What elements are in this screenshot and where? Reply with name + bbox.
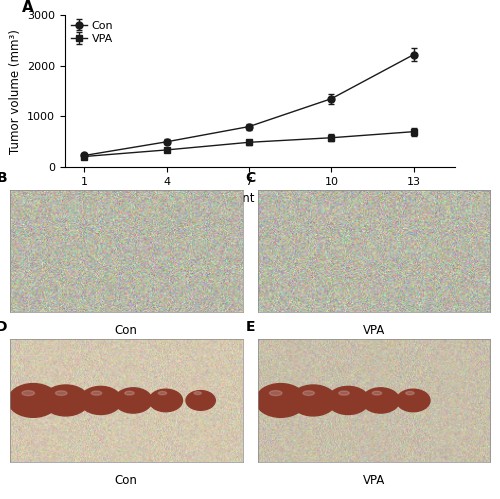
Text: VPA: VPA [362,324,385,337]
Ellipse shape [406,391,414,395]
Ellipse shape [22,391,34,396]
Text: VPA: VPA [362,474,385,487]
Legend: Con, VPA: Con, VPA [70,20,114,44]
Ellipse shape [158,391,166,395]
Text: Con: Con [115,474,138,487]
Ellipse shape [339,391,349,395]
Y-axis label: Tumor volume (mm³): Tumor volume (mm³) [8,28,22,154]
Text: D: D [0,320,8,334]
Ellipse shape [396,389,430,412]
Text: B: B [0,171,8,185]
Ellipse shape [256,384,306,417]
Ellipse shape [303,391,314,395]
Ellipse shape [362,388,400,413]
Ellipse shape [56,391,67,395]
Ellipse shape [270,391,282,396]
Ellipse shape [43,385,89,416]
Ellipse shape [8,384,58,417]
Ellipse shape [327,386,369,415]
X-axis label: Treatment time (days): Treatment time (days) [194,193,326,206]
Ellipse shape [290,385,337,416]
Text: E: E [246,320,255,334]
Ellipse shape [92,391,102,395]
Text: A: A [22,0,34,15]
Ellipse shape [80,386,122,415]
Ellipse shape [194,392,202,395]
Ellipse shape [114,388,152,413]
Ellipse shape [186,391,216,410]
Ellipse shape [372,391,382,395]
Text: Con: Con [115,324,138,337]
Ellipse shape [149,389,182,412]
Text: C: C [245,171,255,185]
Ellipse shape [125,391,134,395]
